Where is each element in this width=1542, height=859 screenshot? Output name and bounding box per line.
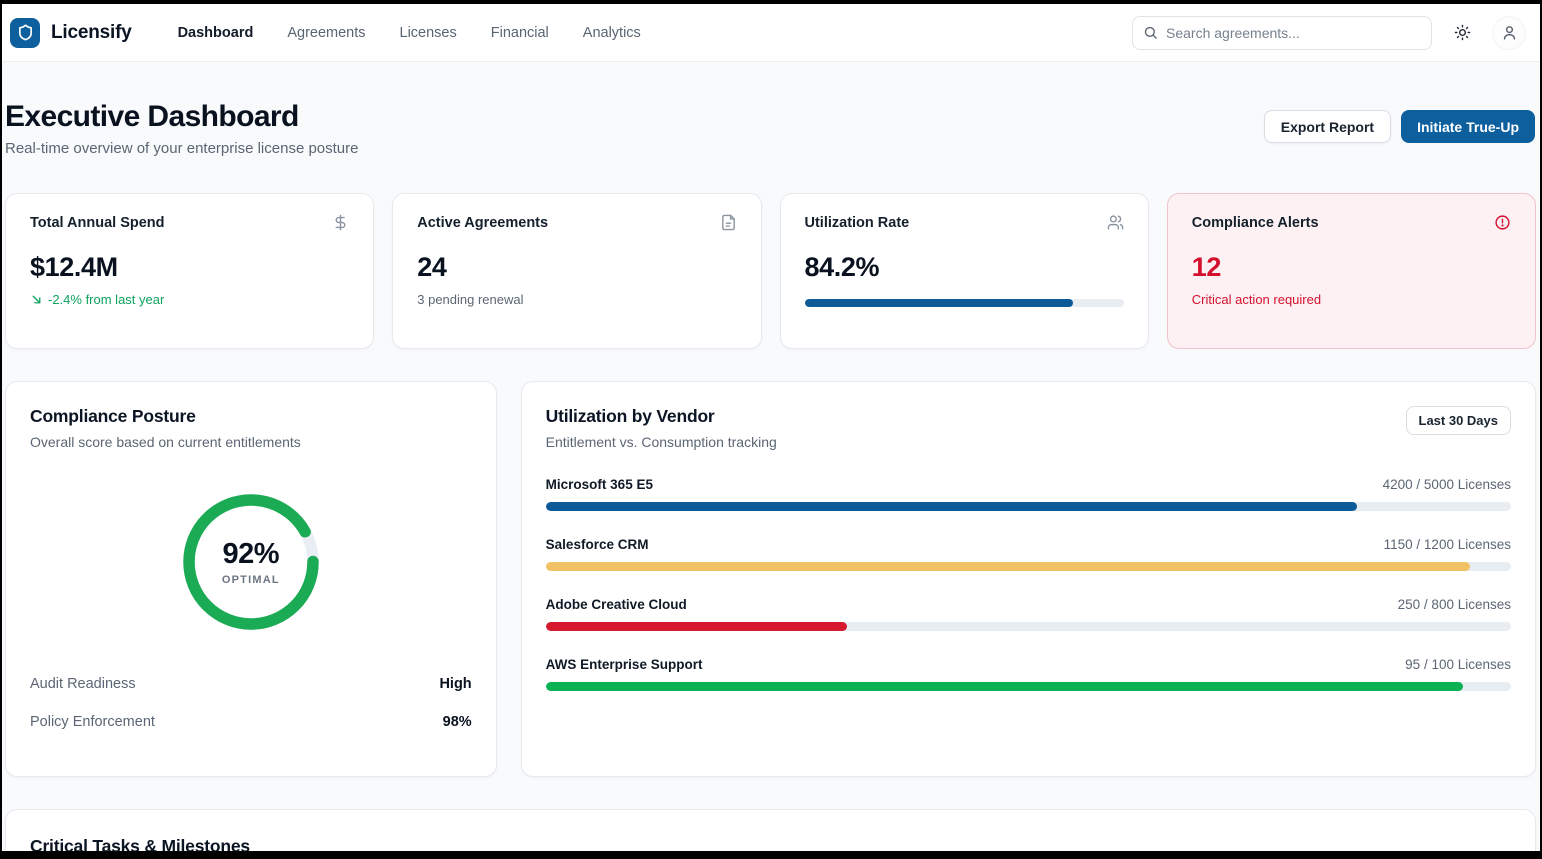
- vendor-row-adobe: Adobe Creative Cloud 250 / 800 Licenses: [545, 597, 1511, 631]
- stat-value: $12.4M: [30, 252, 118, 282]
- kpi-cards-row: Total Annual Spend $12.4M -2.4% from l: [5, 193, 1536, 349]
- policy-enforcement-row: Policy Enforcement 98%: [30, 714, 472, 730]
- panel-title: Critical Tasks & Milestones: [30, 836, 250, 851]
- compliance-alerts-card[interactable]: Compliance Alerts 12 Critical action req…: [1166, 193, 1536, 349]
- utilization-progress-bar: [804, 299, 1124, 307]
- panel-title: Compliance Posture: [30, 406, 196, 426]
- page-actions: Export Report Initiate True-Up: [1263, 110, 1535, 143]
- vendor-progress-bar: [545, 502, 1511, 511]
- vendor-row-aws: AWS Enterprise Support 95 / 100 Licenses: [545, 657, 1511, 691]
- theme-toggle-button[interactable]: [1445, 16, 1479, 50]
- sun-icon: [1454, 24, 1471, 41]
- nav-item-agreements[interactable]: Agreements: [287, 24, 366, 41]
- utilization-rate-card[interactable]: Utilization Rate 84.2%: [779, 193, 1149, 349]
- nav-item-financial[interactable]: Financial: [490, 24, 549, 41]
- stat-label: Utilization Rate: [804, 214, 910, 231]
- stat-subtext: 3 pending renewal: [417, 292, 524, 307]
- initiate-trueup-button[interactable]: Initiate True-Up: [1401, 110, 1535, 143]
- critical-tasks-card: Critical Tasks & Milestones Upcoming ren…: [5, 809, 1536, 851]
- panel-subtitle: Overall score based on current entitleme…: [30, 434, 301, 450]
- search-icon: [1143, 25, 1158, 40]
- user-avatar-button[interactable]: [1492, 15, 1526, 50]
- stat-value: 84.2%: [804, 252, 880, 282]
- app-window: Licensify Dashboard Agreements Licenses …: [2, 4, 1540, 851]
- nav-item-analytics[interactable]: Analytics: [582, 24, 641, 41]
- top-navigation-bar: Licensify Dashboard Agreements Licenses …: [2, 4, 1540, 62]
- brand-name: Licensify: [51, 21, 132, 43]
- vendor-progress-fill: [545, 622, 848, 631]
- vendor-progress-bar: [545, 562, 1511, 571]
- spend-trend: -2.4% from last year: [30, 292, 349, 307]
- nav-item-licenses[interactable]: Licenses: [399, 24, 457, 41]
- compliance-score-label: OPTIMAL: [221, 574, 280, 586]
- total-annual-spend-card[interactable]: Total Annual Spend $12.4M -2.4% from l: [5, 193, 375, 349]
- page-title: Executive Dashboard: [5, 100, 299, 133]
- stat-label: Compliance Alerts: [1191, 214, 1319, 231]
- users-icon: [1107, 214, 1124, 231]
- vendor-list: Microsoft 365 E5 4200 / 5000 Licenses Sa…: [545, 477, 1511, 691]
- main-content: Executive Dashboard Real-time overview o…: [2, 62, 1540, 851]
- brand-logo: [10, 17, 40, 48]
- vendor-progress-fill: [545, 682, 1463, 691]
- page-subtitle: Real-time overview of your enterprise li…: [5, 140, 359, 157]
- utilization-progress-fill: [804, 299, 1074, 307]
- topbar-right: [1132, 15, 1526, 50]
- vendor-progress-fill: [545, 562, 1471, 571]
- shield-icon: [17, 24, 34, 41]
- compliance-donut-chart: 92% OPTIMAL: [181, 492, 321, 632]
- utilization-by-vendor-card: Utilization by Vendor Entitlement vs. Co…: [520, 381, 1536, 777]
- search-box[interactable]: [1132, 15, 1432, 50]
- dollar-icon: [332, 214, 349, 231]
- user-icon: [1501, 24, 1518, 41]
- compliance-posture-card: Compliance Posture Overall score based o…: [5, 381, 497, 777]
- search-input[interactable]: [1166, 24, 1421, 41]
- export-report-button[interactable]: Export Report: [1263, 110, 1392, 143]
- stat-value: 12: [1191, 252, 1222, 282]
- panel-title: Utilization by Vendor: [545, 406, 715, 426]
- main-nav: Dashboard Agreements Licenses Financial …: [178, 25, 641, 41]
- vendor-progress-bar: [545, 622, 1511, 631]
- trend-down-icon: [30, 293, 43, 306]
- vendor-progress-bar: [545, 682, 1511, 691]
- page-header: Executive Dashboard Real-time overview o…: [5, 100, 1536, 157]
- vendor-row-salesforce: Salesforce CRM 1150 / 1200 Licenses: [545, 537, 1511, 571]
- donut-arc: [183, 494, 319, 630]
- alert-circle-icon: [1494, 214, 1511, 231]
- compliance-meta: Audit Readiness High Policy Enforcement …: [30, 676, 472, 730]
- date-range-button[interactable]: Last 30 Days: [1405, 406, 1511, 435]
- active-agreements-card[interactable]: Active Agreements 24 3 pending renewal: [392, 193, 762, 349]
- compliance-score: 92%: [222, 538, 280, 570]
- nav-item-dashboard[interactable]: Dashboard: [177, 24, 254, 41]
- vendor-progress-fill: [545, 502, 1357, 511]
- audit-readiness-row: Audit Readiness High: [30, 676, 472, 692]
- vendor-row-microsoft: Microsoft 365 E5 4200 / 5000 Licenses: [545, 477, 1511, 511]
- stat-value: 24: [417, 252, 447, 282]
- charts-row: Compliance Posture Overall score based o…: [5, 381, 1536, 777]
- panel-subtitle: Entitlement vs. Consumption tracking: [545, 434, 777, 450]
- document-icon: [720, 214, 737, 231]
- stat-subtext: Critical action required: [1191, 292, 1322, 307]
- stat-label: Active Agreements: [417, 214, 549, 231]
- stat-label: Total Annual Spend: [30, 214, 165, 231]
